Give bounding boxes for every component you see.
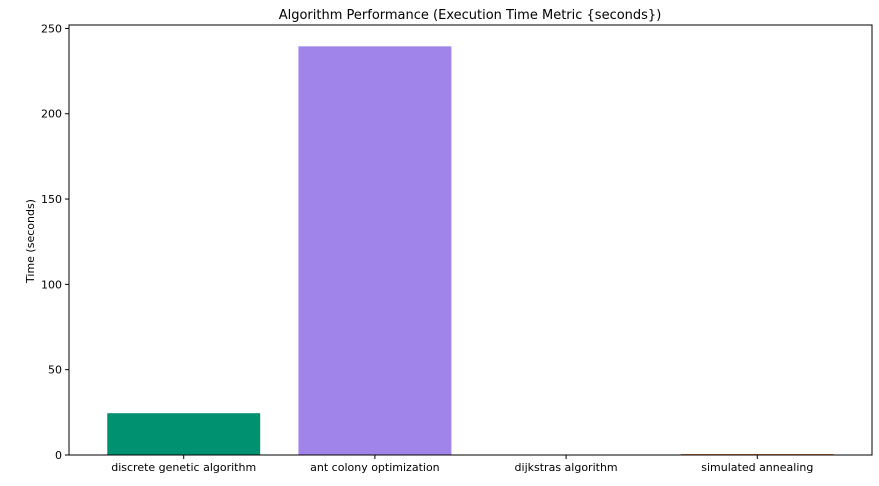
- x-tick-label-3: simulated annealing: [701, 461, 813, 474]
- y-tick-label-4: 200: [41, 108, 62, 121]
- chart-title: Algorithm Performance (Execution Time Me…: [279, 8, 662, 23]
- y-tick-label-0: 0: [55, 449, 62, 462]
- y-tick-label-2: 100: [41, 278, 62, 291]
- x-tick-label-1: ant colony optimization: [310, 461, 440, 474]
- x-axis: discrete genetic algorithm ant colony opt…: [111, 455, 813, 474]
- plot-frame: [69, 25, 872, 455]
- y-tick-label-3: 150: [41, 193, 62, 206]
- y-axis: 0 50 100 150 200 250: [41, 22, 69, 462]
- y-axis-label: Time (seconds): [24, 199, 37, 284]
- bar-0: [107, 413, 260, 455]
- y-tick-label-1: 50: [48, 364, 62, 377]
- bar-1: [298, 46, 451, 455]
- bars-group: [107, 46, 834, 455]
- x-tick-label-2: dijkstras algorithm: [515, 461, 618, 474]
- x-tick-label-0: discrete genetic algorithm: [111, 461, 256, 474]
- y-tick-label-5: 250: [41, 22, 62, 35]
